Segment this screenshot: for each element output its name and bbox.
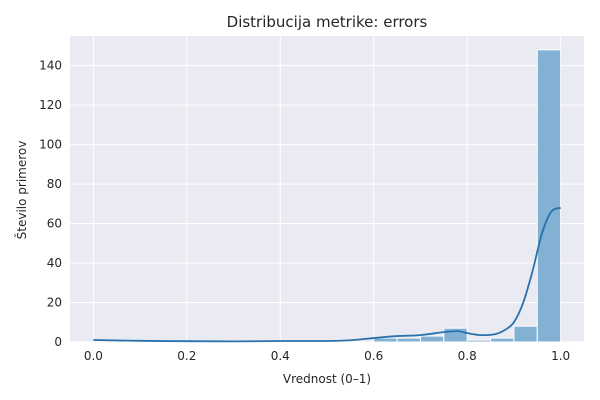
histogram-bar [513, 325, 538, 343]
plot-background [70, 36, 584, 342]
y-tick-label: 140 [39, 59, 62, 73]
histogram-bar [490, 337, 515, 343]
x-axis-label: Vrednost (0–1) [283, 372, 371, 386]
histogram-bar [466, 339, 492, 343]
y-tick-label: 0 [54, 335, 62, 349]
histogram-bar [536, 49, 562, 343]
x-tick-label: 0.6 [364, 349, 383, 363]
y-tick-label: 60 [47, 217, 62, 231]
histogram-bar [419, 335, 445, 343]
y-tick-label: 120 [39, 98, 62, 112]
y-axis-label: Število primerov [14, 141, 29, 240]
x-tick-label: 0.8 [458, 349, 477, 363]
y-tick-label: 100 [39, 138, 62, 152]
histogram-bar [396, 337, 421, 343]
x-tick-label: 1.0 [551, 349, 570, 363]
histogram-bar [373, 337, 398, 343]
kde-curve [93, 206, 561, 343]
histogram-bars [373, 49, 562, 343]
y-tick-label: 20 [47, 296, 62, 310]
x-tick-label: 0.2 [177, 349, 196, 363]
x-tick-labels: 0.0 0.2 0.4 0.6 0.8 1.0 [84, 349, 570, 363]
x-tick-label: 0.0 [84, 349, 103, 363]
y-tick-label: 40 [47, 256, 62, 270]
chart-title: Distribucija metrike: errors [227, 13, 428, 31]
x-tick-label: 0.4 [271, 349, 290, 363]
y-tick-labels: 0 20 40 60 80 100 120 140 [39, 59, 62, 349]
y-tick-label: 80 [47, 177, 62, 191]
